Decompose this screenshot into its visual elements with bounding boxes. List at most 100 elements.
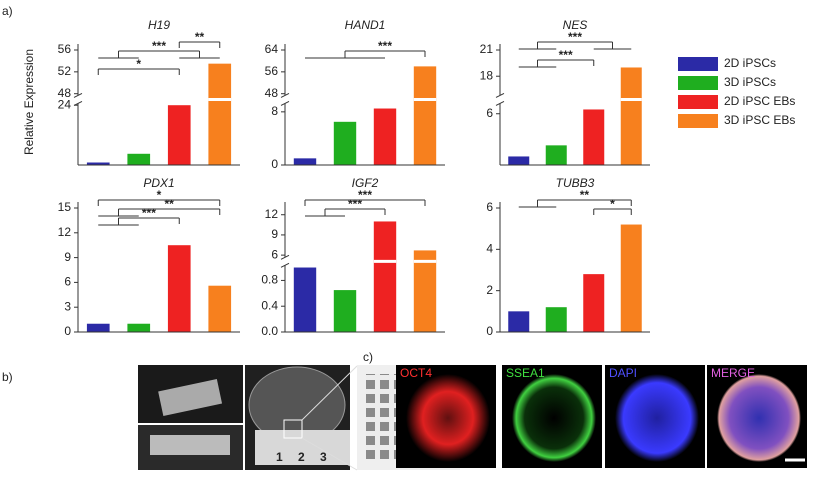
bar: [127, 153, 151, 165]
y-tick-label: 15: [58, 200, 72, 214]
bar: [293, 158, 317, 165]
y-tick-label: 24: [58, 97, 72, 111]
bar: [583, 274, 605, 332]
y-tick-label: 0.8: [261, 273, 278, 287]
axis-break: [280, 254, 290, 260]
bar: [508, 156, 530, 165]
zoom-line: [301, 365, 358, 421]
significance: ***: [358, 188, 372, 202]
chart-title: H19: [148, 18, 170, 32]
channel-label: OCT4: [400, 366, 432, 380]
channel-label: MERGE: [711, 366, 755, 380]
axis-break: [280, 101, 290, 106]
channel-label: DAPI: [609, 366, 637, 380]
y-tick-label: 52: [58, 64, 72, 78]
chart-title: PDX1: [143, 176, 174, 190]
bar: [373, 221, 397, 332]
bar: [545, 307, 567, 332]
legend-label: 2D iPSC EBs: [724, 94, 795, 108]
bar: [583, 109, 605, 165]
y-tick-label: 8: [271, 104, 278, 118]
panel-label: b): [2, 370, 13, 384]
bar: [167, 245, 191, 332]
ruler-label: 1: [276, 450, 283, 464]
y-tick-label: 21: [480, 42, 494, 56]
panel-label: a): [2, 4, 13, 18]
axis-break: [495, 93, 505, 98]
bar: [208, 63, 232, 165]
axis-break: [280, 93, 290, 98]
axis-break: [495, 101, 505, 106]
y-tick-label: 48: [58, 86, 72, 100]
y-tick-label: 12: [265, 207, 279, 221]
ruler-label: 3: [320, 450, 327, 464]
zoom-box: [283, 419, 303, 439]
ruler-label: 2: [298, 450, 305, 464]
y-tick-label: 6: [486, 106, 493, 120]
significance: **: [164, 197, 174, 211]
bar: [293, 267, 317, 332]
significance: ***: [378, 39, 392, 53]
y-tick-label: 48: [265, 86, 279, 100]
bar: [545, 145, 567, 165]
y-tick-label: 2: [486, 283, 493, 297]
axis-break: [280, 262, 290, 268]
y-tick-label: 0: [64, 324, 71, 338]
legend-swatch: [678, 114, 718, 128]
bar: [127, 323, 151, 332]
legend-label: 3D iPSCs: [724, 75, 776, 89]
y-tick-label: 0: [271, 157, 278, 171]
y-tick-label: 4: [486, 242, 493, 256]
significance: ***: [559, 48, 573, 62]
y-tick-label: 0.4: [261, 298, 278, 312]
channel-label: SSEA1: [506, 366, 545, 380]
cell-colony: [615, 374, 699, 462]
zoom-line: [301, 437, 358, 471]
bar: [333, 290, 357, 332]
fluorescence-panels: OCT4 SSEA1 DAPI MERGE: [396, 365, 807, 468]
y-tick-label: 56: [58, 42, 72, 56]
bar: [620, 224, 642, 332]
photo-object: [150, 435, 230, 455]
y-tick-label: 12: [58, 225, 72, 239]
y-tick-label: 3: [64, 299, 71, 313]
significance: *: [157, 188, 162, 202]
bar: [167, 105, 191, 165]
bar: [208, 285, 232, 332]
y-tick-label: 56: [265, 64, 279, 78]
bar: [86, 323, 110, 332]
y-tick-label: 6: [64, 275, 71, 289]
bar: [508, 311, 530, 332]
significance: *: [136, 57, 141, 71]
cell-colony: [406, 374, 490, 462]
panel-label: c): [363, 350, 373, 364]
bar: [373, 108, 397, 165]
y-tick-label: 64: [265, 42, 279, 56]
bar: [413, 66, 437, 165]
axis-break: [73, 101, 83, 106]
photo-object: [158, 379, 223, 416]
y-tick-label: 6: [271, 247, 278, 261]
significance: **: [195, 30, 205, 44]
chart-title: NES: [563, 18, 588, 32]
y-tick-label: 9: [271, 227, 278, 241]
y-tick-label: 9: [64, 250, 71, 264]
axis-break: [73, 93, 83, 98]
bar: [413, 250, 437, 332]
significance: ***: [568, 30, 582, 44]
cell-colony: [512, 374, 596, 462]
y-tick-label: 18: [480, 68, 494, 82]
chart-title: HAND1: [345, 18, 386, 32]
legend-swatch: [678, 76, 718, 90]
significance: ***: [152, 39, 166, 53]
cell-colony: [717, 374, 801, 462]
chart-title: TUBB3: [556, 176, 595, 190]
significance: *: [610, 197, 615, 211]
bar: [620, 67, 642, 165]
bar: [86, 162, 110, 165]
legend-label: 2D iPSCs: [724, 56, 776, 70]
chart-title: IGF2: [352, 176, 379, 190]
legend-swatch: [678, 57, 718, 71]
legend-swatch: [678, 95, 718, 109]
